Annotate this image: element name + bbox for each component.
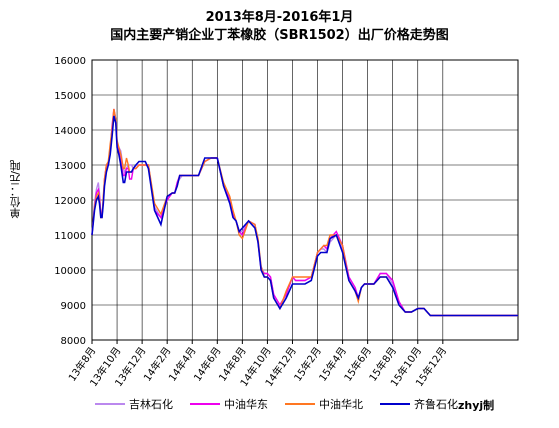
legend-swatch-jilin (95, 403, 125, 405)
y-tick-label: 14000 (54, 126, 86, 137)
credit-label: zhyj制 (458, 399, 495, 412)
y-tick-label: 16000 (54, 56, 86, 67)
legend-item-huadong: 中油华东 (190, 396, 268, 412)
legend-label-huabei: 中油华北 (319, 398, 363, 411)
legend-item-jilin: 吉林石化 (95, 396, 173, 412)
y-tick-label: 15000 (54, 91, 86, 102)
series-line-3 (91, 115, 518, 317)
chart-title-line1: 2013年8月-2016年1月 (205, 10, 354, 25)
legend-swatch-huadong (190, 403, 220, 405)
y-tick-label: 9000 (61, 301, 86, 312)
y-tick-label: 8000 (61, 336, 86, 347)
y-tick-label: 13000 (54, 161, 86, 172)
legend-label-qilu: 齐鲁石化 (414, 398, 458, 411)
y-tick-label: 11000 (54, 231, 86, 242)
y-tick-label: 12000 (54, 196, 86, 207)
legend-item-qilu: 齐鲁石化 (380, 396, 458, 412)
chart-title-line2: 国内主要产销企业丁苯橡胶（SBR1502）出厂价格走势图 (110, 28, 449, 43)
legend-swatch-huabei (285, 403, 315, 405)
legend-swatch-qilu (380, 403, 410, 405)
legend: 吉林石化 中油华东 中油华北 齐鲁石化 (95, 396, 495, 416)
legend-label-huadong: 中油华东 (224, 398, 268, 411)
legend-label-jilin: 吉林石化 (129, 398, 173, 411)
y-tick-label: 10000 (54, 266, 86, 277)
legend-item-huabei: 中油华北 (285, 396, 363, 412)
